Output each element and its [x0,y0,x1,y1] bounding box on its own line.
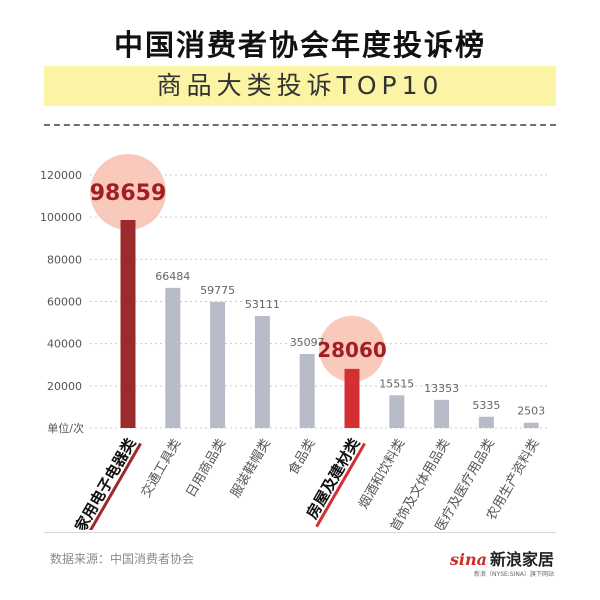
bar-chart: 20000 40000 60000 80000 100000 120000 单位/次 986… [40,153,548,530]
category-label-4: 食品类 [285,436,318,478]
page-title: 中国消费者协会年度投诉榜 [113,28,486,62]
value-label-8: 5335 [472,399,500,412]
category-underline-0 [88,442,142,530]
logo-brand-name: 新浪家居 [489,550,554,569]
subtitle-band: 商品大类投诉TOP10 [44,66,556,106]
logo-subtitle: 新浪（NYSE:SINA）旗下网站 [474,571,554,578]
header-divider [44,124,556,126]
value-label-5: 28060 [317,338,387,362]
value-label-3: 53111 [245,298,280,311]
bar-9 [523,422,539,428]
source-note: 数据来源：中国消费者协会 [50,552,195,566]
category-label-1: 交通工具类 [138,436,184,500]
value-label-9: 2503 [517,405,545,418]
category-label-0: 家用电子电器类 [71,434,140,530]
value-label-1: 66484 [155,270,190,283]
footer-divider [44,532,556,533]
highlight-circle-5 [319,315,385,382]
category-label-2: 日用商品类 [184,437,229,501]
sina-home-logo: sina 新浪家居 新浪（NYSE:SINA）旗下网站 [450,546,554,578]
y-tick-label-80000: 80000 [47,253,82,266]
bar-2 [210,301,226,428]
value-label-2: 59775 [200,284,235,297]
category-label-3: 服装鞋帽类 [227,436,273,500]
bar-8 [478,416,494,428]
bar-3 [254,316,270,428]
page-subtitle: 商品大类投诉TOP10 [156,71,444,100]
logo-sina-text: sina [449,550,487,569]
y-tick-label-100000: 100000 [40,211,82,224]
unit-label: 单位/次 [47,421,84,435]
category-underline-5 [315,442,366,528]
bar-7 [434,399,450,428]
value-label-0: 98659 [90,181,167,206]
y-tick-label-120000: 120000 [40,169,82,182]
bar-5 [344,368,360,428]
bar-0 [120,219,136,428]
category-label-6: 烟酒和饮料类 [356,437,408,512]
y-tick-label-60000: 60000 [47,296,82,309]
value-label-6: 15515 [379,377,414,390]
bar-4 [299,354,315,428]
y-tick-label-20000: 20000 [47,380,82,393]
bar-1 [165,287,181,428]
value-label-4: 35097 [290,336,325,349]
bar-6 [389,395,405,428]
highlight-circle-0 [90,153,166,230]
value-label-7: 13353 [424,382,459,395]
y-tick-label-40000: 40000 [47,338,82,351]
